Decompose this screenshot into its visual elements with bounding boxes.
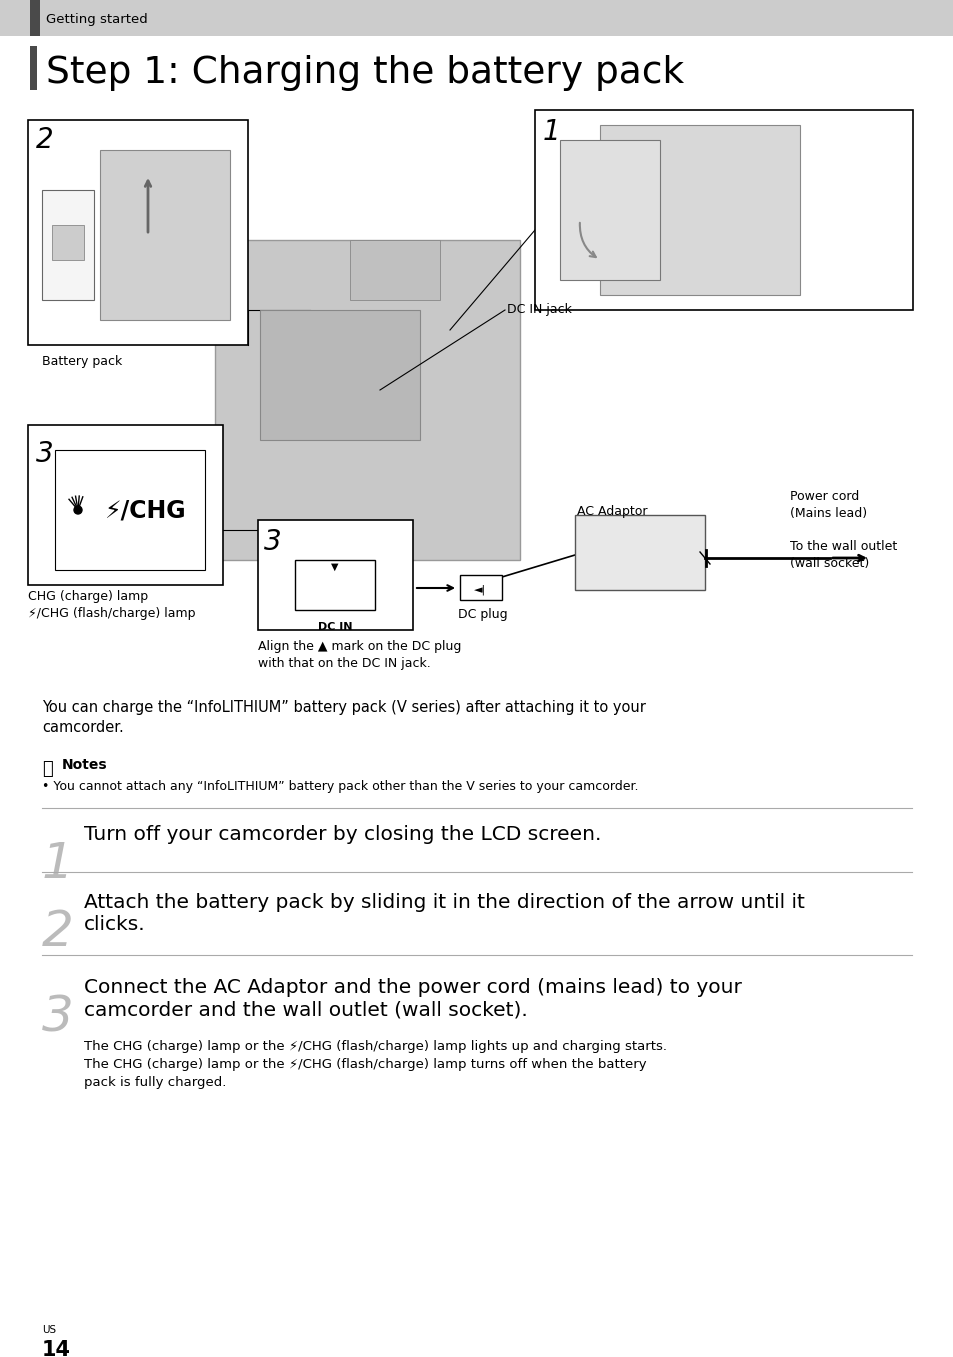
Bar [30,0,40,37]
Text: CHG (charge) lamp: CHG (charge) lamp [28,590,148,603]
Text: Step 1: Charging the battery pack: Step 1: Charging the battery pack [46,56,683,91]
Bar [535,110,912,309]
Text: The CHG (charge) lamp or the ⚡/CHG (flash/charge) lamp turns off when the batter: The CHG (charge) lamp or the ⚡/CHG (flas… [84,1058,646,1071]
Text: (Mains lead): (Mains lead) [789,508,866,520]
Text: Connect the AC Adaptor and the power cord (mains lead) to your: Connect the AC Adaptor and the power cor… [84,978,741,997]
Bar [52,225,84,261]
Text: 3: 3 [42,993,73,1042]
Text: 3: 3 [264,528,281,556]
Text: Getting started: Getting started [46,14,148,27]
Text: DC plug: DC plug [457,608,507,622]
Text: To the wall outlet: To the wall outlet [789,540,897,554]
Bar [28,119,248,345]
Circle shape [74,506,82,514]
Text: with that on the DC IN jack.: with that on the DC IN jack. [257,657,431,670]
Text: US: US [42,1324,56,1335]
Text: • You cannot attach any “InfoLITHIUM” battery pack other than the V series to yo: • You cannot attach any “InfoLITHIUM” ba… [42,780,638,792]
Text: Align the ▲ mark on the DC plug: Align the ▲ mark on the DC plug [257,641,461,653]
Text: Attach the battery pack by sliding it in the direction of the arrow until it: Attach the battery pack by sliding it in… [84,893,804,912]
Bar [55,451,205,570]
Bar [257,520,413,630]
Text: ⚡/CHG: ⚡/CHG [104,498,186,522]
Bar [270,531,399,570]
Bar [260,309,419,440]
Bar [28,425,223,585]
Text: Battery pack: Battery pack [42,356,122,368]
Text: DC IN jack: DC IN jack [506,304,571,316]
Bar [599,125,800,294]
Text: 14: 14 [42,1339,71,1357]
Bar [294,560,375,611]
Text: The CHG (charge) lamp or the ⚡/CHG (flash/charge) lamp lights up and charging st: The CHG (charge) lamp or the ⚡/CHG (flas… [84,1039,666,1053]
Text: 2: 2 [42,908,73,955]
Text: ▼: ▼ [331,562,338,573]
Text: Notes: Notes [62,759,108,772]
Text: (wall socket): (wall socket) [789,556,868,570]
Bar [575,516,704,590]
Text: camcorder and the wall outlet (wall socket).: camcorder and the wall outlet (wall sock… [84,1000,527,1019]
Text: camcorder.: camcorder. [42,721,124,735]
Bar [100,151,230,320]
Bar [350,240,439,300]
Bar [0,0,953,37]
Text: 1: 1 [42,840,73,887]
Text: You can charge the “InfoLITHIUM” battery pack (V series) after attaching it to y: You can charge the “InfoLITHIUM” battery… [42,700,645,715]
Text: pack is fully charged.: pack is fully charged. [84,1076,226,1090]
Bar [30,46,37,90]
Text: 3: 3 [36,440,53,468]
Bar [214,240,519,560]
Text: Power cord: Power cord [789,490,859,503]
Text: DC IN: DC IN [317,622,352,632]
Bar [459,575,501,600]
Text: Turn off your camcorder by closing the LCD screen.: Turn off your camcorder by closing the L… [84,825,600,844]
Bar [559,140,659,280]
Text: ⚡/CHG (flash/charge) lamp: ⚡/CHG (flash/charge) lamp [28,607,195,620]
Text: 1: 1 [542,118,560,147]
Bar [42,190,94,300]
Text: Ⓢ: Ⓢ [42,760,52,778]
Text: AC Adaptor: AC Adaptor [577,505,647,518]
Text: 2: 2 [36,126,53,153]
Text: ◄|: ◄| [474,585,485,596]
Text: clicks.: clicks. [84,915,146,934]
